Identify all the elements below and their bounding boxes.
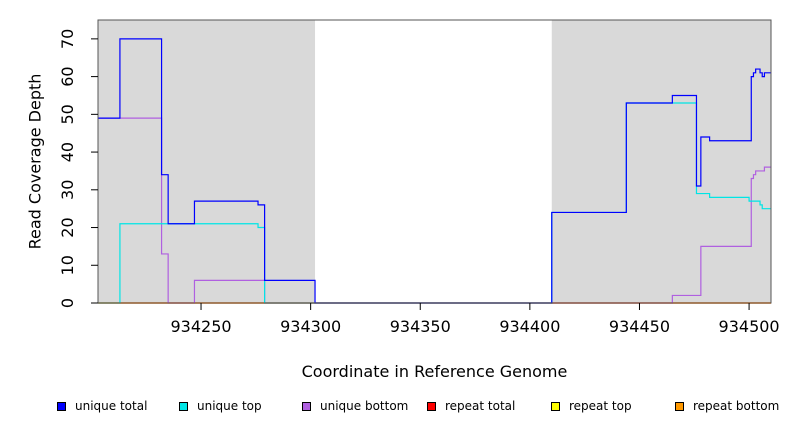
- legend-swatch: [551, 401, 560, 411]
- legend-swatch: [302, 401, 311, 411]
- legend-item-repeat-top: repeat top: [551, 399, 632, 413]
- shaded-regions: [98, 20, 771, 303]
- y-tick-label: 10: [58, 255, 77, 275]
- legend-swatch: [675, 401, 684, 411]
- legend-item-unique-bottom: unique bottom: [302, 399, 408, 413]
- legend-swatch: [427, 401, 436, 411]
- y-tick-label: 70: [58, 29, 77, 49]
- coverage-chart: 934250 934300 934350 934400 934450 934500 0 10…: [26, 19, 780, 381]
- y-tick-label: 30: [58, 180, 77, 200]
- y-axis: 0 10 20 30 40 50 60 70: [58, 29, 98, 308]
- x-tick-label: 934250: [170, 317, 231, 336]
- y-axis-label: Read Coverage Depth: [26, 74, 45, 250]
- legend-item-unique-top: unique top: [179, 399, 262, 413]
- legend-label: repeat total: [445, 399, 516, 413]
- legend-item-unique-total: unique total: [57, 399, 147, 413]
- y-tick-label: 60: [58, 66, 77, 86]
- y-tick-label: 20: [58, 217, 77, 237]
- legend-label: unique total: [75, 399, 148, 413]
- x-tick-label: 934500: [719, 317, 780, 336]
- legend-label: unique top: [197, 399, 262, 413]
- x-tick-label: 934300: [280, 317, 341, 336]
- legend-item-repeat-total: repeat total: [427, 399, 515, 413]
- y-tick-label: 0: [58, 298, 77, 308]
- legend-swatch: [179, 401, 188, 411]
- legend-item-repeat-bottom: repeat bottom: [675, 399, 779, 413]
- y-tick-label: 40: [58, 142, 77, 162]
- x-tick-label: 934350: [390, 317, 451, 336]
- x-tick-label: 934400: [499, 317, 560, 336]
- series-unique-total: [98, 38, 771, 304]
- shaded-region-2: [551, 20, 771, 303]
- x-axis-label: Coordinate in Reference Genome: [302, 362, 568, 381]
- legend-label: repeat top: [569, 399, 632, 413]
- legend-label: unique bottom: [320, 399, 409, 413]
- shaded-region-1: [98, 20, 316, 303]
- series-unique-bottom: [98, 117, 771, 304]
- x-axis: 934250 934300 934350 934400 934450 934500: [170, 303, 780, 336]
- plot-frame: [97, 19, 772, 304]
- y-tick-label: 50: [58, 104, 77, 124]
- legend-swatch: [57, 401, 66, 411]
- legend-label: repeat bottom: [693, 399, 780, 413]
- x-tick-label: 934450: [609, 317, 670, 336]
- legend: unique total unique top unique bottom repea…: [0, 399, 792, 419]
